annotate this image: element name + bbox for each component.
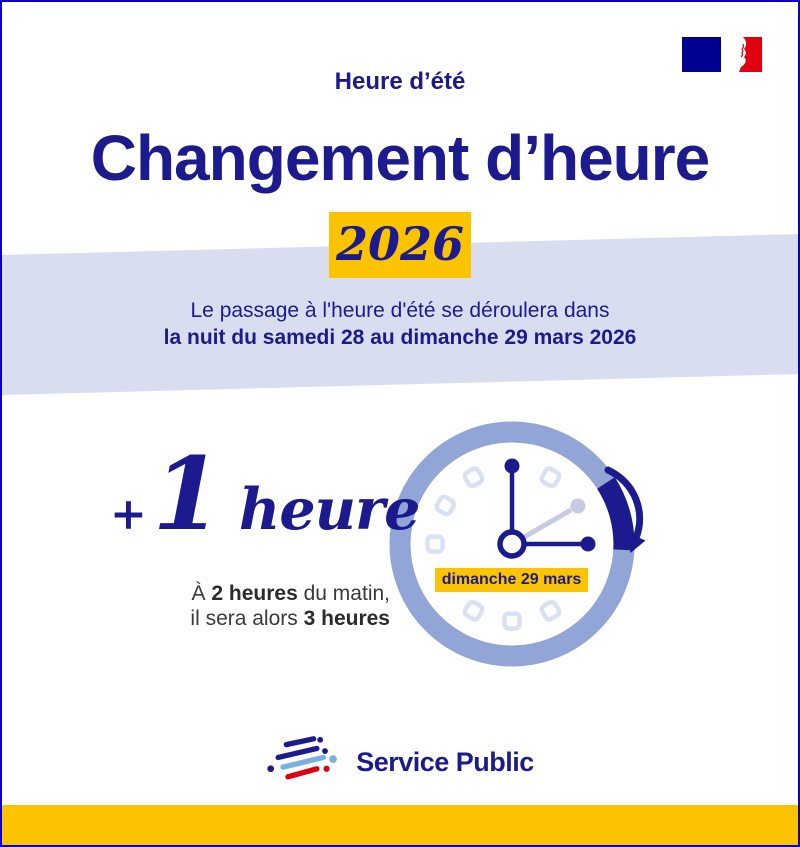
time-shift-block: + 1 heure À 2 heures du matin, il sera a…: [110, 439, 420, 631]
year-badge: 2026: [329, 212, 471, 278]
skipped-hour-arc: [596, 477, 635, 551]
detail-line2: il sera alors 3 heures: [190, 607, 390, 630]
page-title: Changement d’heure: [90, 122, 711, 194]
bottom-accent-bar: [2, 805, 798, 845]
announcement-text: Le passage à l'heure d'été se déroulera …: [2, 297, 798, 351]
brand-wordmark: Service Public: [356, 746, 534, 777]
clockwise-rotation-arrow-icon: [604, 466, 646, 553]
plus-one-hour-headline: + 1 heure: [110, 439, 420, 579]
plus-sign: +: [110, 489, 147, 540]
time-shift-details: À 2 heures du matin, il sera alors 3 heu…: [110, 581, 390, 631]
announcement-line1: Le passage à l'heure d'été se déroulera …: [190, 299, 610, 322]
shift-amount: 1: [152, 435, 222, 553]
service-public-logo-icon: [267, 736, 338, 780]
date-label: dimanche 29 mars: [435, 568, 588, 592]
announcement-line2: la nuit du samedi 28 au dimanche 29 mars…: [163, 326, 637, 349]
hour-markers: [425, 466, 562, 631]
shift-unit: heure: [220, 476, 420, 543]
detail-line1: À 2 heures du matin,: [191, 582, 390, 605]
french-republic-flag-icon: [682, 37, 762, 72]
clock-illustration: [389, 421, 646, 667]
clock-center: [497, 529, 527, 559]
footer-brand: Service Public: [2, 733, 798, 791]
poster-overline: Heure d’été: [334, 68, 466, 95]
